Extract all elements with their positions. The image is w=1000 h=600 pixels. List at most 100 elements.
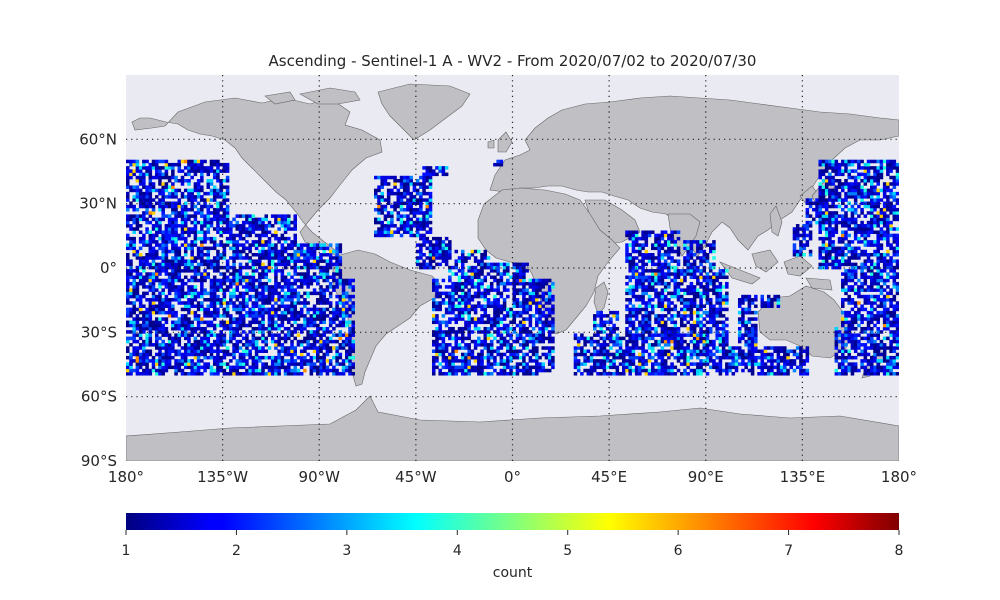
track-cell [261, 301, 265, 305]
track-cell [171, 172, 175, 177]
track-cell [200, 252, 204, 257]
track-cell [261, 240, 265, 244]
track-cell [258, 323, 262, 328]
track-cell [200, 159, 204, 164]
track-cell [132, 217, 136, 222]
track-cell [225, 365, 230, 370]
track-cell [161, 298, 165, 302]
track-cell [245, 256, 249, 260]
track-cell [683, 339, 687, 344]
track-cell [435, 304, 439, 308]
track-cell [148, 368, 153, 373]
track-cell [422, 182, 426, 186]
track-cell [296, 285, 301, 289]
track-cell [657, 304, 661, 308]
track-cell [483, 252, 488, 257]
track-cell [647, 278, 652, 283]
track-cell [129, 352, 133, 357]
track-cell [206, 330, 211, 334]
track-cell [696, 278, 700, 283]
track-cell [586, 368, 591, 373]
track-cell [531, 339, 536, 344]
track-cell [670, 314, 674, 318]
track-cell [142, 185, 146, 189]
track-cell [126, 204, 130, 209]
track-cell [148, 169, 153, 173]
track-cell [480, 343, 484, 347]
track-cell [412, 198, 417, 202]
track-cell [483, 256, 488, 260]
track-cell [522, 339, 526, 344]
track-cell [460, 330, 465, 334]
track-cell [663, 275, 668, 280]
track-cell [689, 333, 694, 337]
track-cell [599, 372, 603, 376]
track-cell [622, 359, 626, 363]
track-cell [216, 333, 220, 337]
track-cell [460, 272, 465, 276]
track-cell [193, 243, 198, 247]
track-cell [374, 233, 378, 238]
track-cell [660, 272, 665, 276]
track-cell [145, 320, 149, 325]
track-cell [180, 281, 185, 286]
track-cell [402, 214, 407, 218]
track-cell [261, 246, 265, 251]
track-cell [631, 249, 636, 254]
track-cell [193, 343, 198, 347]
track-cell [477, 365, 481, 370]
track-cell [686, 320, 690, 325]
track-cell [631, 240, 636, 244]
track-cell [180, 320, 185, 325]
track-cell [660, 243, 665, 247]
track-cell [296, 314, 301, 318]
track-cell [258, 372, 262, 376]
track-cell [229, 230, 233, 234]
track-cell [193, 314, 198, 318]
track-cell [609, 372, 613, 376]
track-cell [467, 326, 471, 331]
track-cell [222, 307, 227, 312]
track-cell [377, 211, 381, 215]
track-cell [386, 224, 391, 228]
track-cell [180, 278, 185, 283]
track-cell [692, 310, 697, 315]
track-cell [383, 198, 388, 202]
track-cell [161, 204, 165, 209]
track-cell [183, 317, 188, 321]
track-cell [248, 372, 252, 376]
track-cell [470, 285, 475, 289]
track-cell [696, 352, 700, 357]
track-cell [177, 259, 182, 263]
track-cell [161, 307, 165, 312]
track-cell [341, 320, 346, 325]
track-cell [699, 349, 703, 354]
track-cell [174, 298, 178, 302]
track-cell [161, 252, 165, 257]
track-cell [248, 281, 252, 286]
track-cell [171, 285, 175, 289]
track-cell [290, 314, 294, 318]
track-cell [158, 217, 162, 222]
track-cell [145, 314, 149, 318]
track-cell [190, 291, 194, 296]
track-cell [538, 330, 542, 334]
track-cell [435, 339, 439, 344]
track-cell [164, 317, 169, 321]
track-cell [631, 352, 636, 357]
track-cell [628, 330, 632, 334]
track-cell [460, 285, 465, 289]
track-cell [464, 368, 468, 373]
track-cell [306, 259, 310, 263]
track-cell [238, 294, 243, 299]
track-cell [167, 288, 172, 292]
track-cell [167, 214, 172, 218]
track-cell [270, 339, 275, 344]
track-cell [277, 333, 281, 337]
track-cell [151, 310, 156, 315]
track-cell [335, 317, 339, 321]
track-cell [477, 275, 481, 280]
track-cell [251, 301, 256, 305]
track-cell [319, 359, 323, 363]
track-cell [686, 246, 690, 251]
